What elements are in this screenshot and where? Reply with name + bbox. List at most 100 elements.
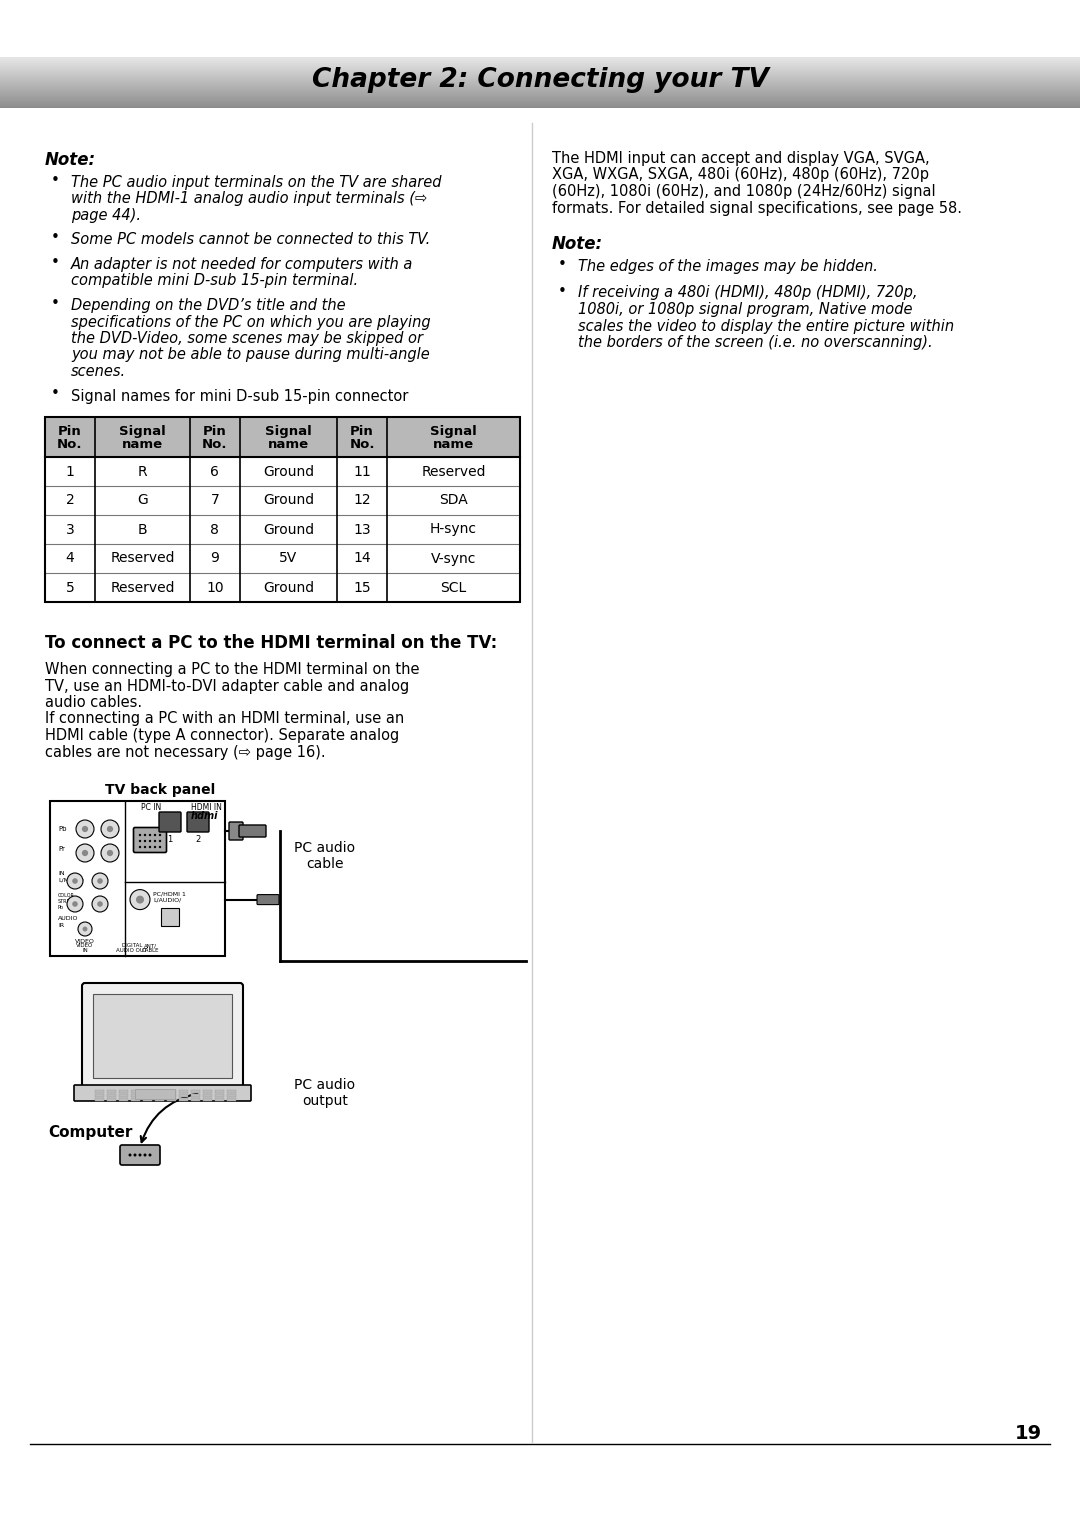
Text: TV back panel: TV back panel (105, 783, 215, 797)
Bar (0, 58, 1080, 60)
Bar (0, 75, 1080, 77)
Bar (0, 74, 1080, 75)
Circle shape (102, 820, 119, 838)
Text: HDMI cable (type A connector). Separate analog: HDMI cable (type A connector). Separate … (45, 728, 400, 743)
Bar (0, 61, 1080, 63)
Text: CABLE: CABLE (141, 948, 159, 953)
Bar (191, 1098, 200, 1100)
Text: Pin: Pin (58, 424, 82, 438)
Bar (0, 66, 1080, 67)
Circle shape (102, 844, 119, 863)
Bar (0, 83, 1080, 84)
Bar (0, 58, 1080, 60)
Bar (131, 1094, 140, 1097)
Bar (0, 106, 1080, 107)
Text: ANT/: ANT/ (144, 944, 157, 948)
Bar (0, 60, 1080, 61)
Bar (0, 70, 1080, 72)
Bar (203, 1094, 212, 1097)
Text: you may not be able to pause during multi-angle: you may not be able to pause during mult… (71, 348, 430, 363)
Text: Depending on the DVD’s title and the: Depending on the DVD’s title and the (71, 299, 346, 313)
Text: 12: 12 (353, 493, 370, 507)
Bar (45, 417, 519, 602)
Bar (0, 72, 1080, 74)
Text: AUDIO OUT: AUDIO OUT (117, 948, 148, 953)
Bar (0, 77, 1080, 78)
Circle shape (159, 846, 161, 849)
Text: 15: 15 (353, 581, 370, 594)
Bar (0, 103, 1080, 104)
Bar (131, 1089, 140, 1092)
Text: IN: IN (58, 872, 65, 876)
Text: Chapter 2: Connecting your TV: Chapter 2: Connecting your TV (311, 67, 769, 93)
Circle shape (139, 833, 141, 836)
Circle shape (159, 840, 161, 843)
Bar (0, 66, 1080, 67)
Bar (0, 93, 1080, 95)
Circle shape (76, 820, 94, 838)
Text: compatible mini D-sub 15-pin terminal.: compatible mini D-sub 15-pin terminal. (71, 274, 359, 288)
Text: R: R (137, 464, 147, 478)
Circle shape (92, 896, 108, 912)
Bar (0, 92, 1080, 93)
Text: Note:: Note: (45, 152, 96, 169)
Bar (0, 104, 1080, 106)
Text: IN: IN (82, 948, 87, 953)
Text: Signal: Signal (430, 424, 477, 438)
Bar (0, 89, 1080, 90)
Text: Ground: Ground (262, 522, 314, 536)
Bar (0, 104, 1080, 106)
Text: Signal: Signal (119, 424, 165, 438)
Bar (50, 801, 225, 956)
Bar (0, 101, 1080, 103)
Text: (60Hz), 1080i (60Hz), and 1080p (24Hz/60Hz) signal: (60Hz), 1080i (60Hz), and 1080p (24Hz/60… (552, 184, 935, 199)
Text: 1080i, or 1080p signal program, Native mode: 1080i, or 1080p signal program, Native m… (578, 302, 913, 317)
Text: •: • (51, 296, 59, 311)
Text: B: B (137, 522, 147, 536)
Text: Note:: Note: (552, 234, 603, 253)
Text: XGA, WXGA, SXGA, 480i (60Hz), 480p (60Hz), 720p: XGA, WXGA, SXGA, 480i (60Hz), 480p (60Hz… (552, 167, 929, 182)
Bar (0, 64, 1080, 66)
Text: Ground: Ground (262, 464, 314, 478)
Text: 4: 4 (66, 552, 75, 565)
Circle shape (97, 901, 103, 907)
Bar (143, 1089, 152, 1092)
Bar (0, 78, 1080, 80)
Text: G: G (137, 493, 148, 507)
Bar (0, 95, 1080, 97)
Bar (0, 103, 1080, 104)
Bar (0, 72, 1080, 74)
Bar (0, 106, 1080, 107)
Text: Pr: Pr (58, 846, 65, 852)
Circle shape (78, 922, 92, 936)
Bar (0, 61, 1080, 64)
Circle shape (149, 1154, 151, 1157)
Bar (0, 83, 1080, 84)
Circle shape (144, 1154, 147, 1157)
Circle shape (149, 846, 151, 849)
Text: •: • (557, 283, 566, 299)
FancyBboxPatch shape (159, 812, 181, 832)
Bar (0, 95, 1080, 97)
Bar (0, 70, 1080, 72)
FancyBboxPatch shape (134, 827, 166, 852)
Text: L/MONO: L/MONO (58, 878, 84, 882)
Circle shape (149, 833, 151, 836)
Circle shape (144, 846, 146, 849)
Bar (131, 1098, 140, 1100)
Bar (0, 60, 1080, 61)
Bar (0, 89, 1080, 90)
Bar (167, 1098, 176, 1100)
Circle shape (67, 896, 83, 912)
Bar (0, 64, 1080, 66)
Text: •: • (51, 230, 59, 245)
Bar (0, 84, 1080, 86)
Circle shape (130, 890, 150, 910)
Bar (0, 93, 1080, 95)
Bar (0, 80, 1080, 81)
Bar (0, 95, 1080, 98)
Bar (0, 97, 1080, 98)
Bar (0, 103, 1080, 104)
Text: Ground: Ground (262, 581, 314, 594)
Text: Signal: Signal (265, 424, 312, 438)
